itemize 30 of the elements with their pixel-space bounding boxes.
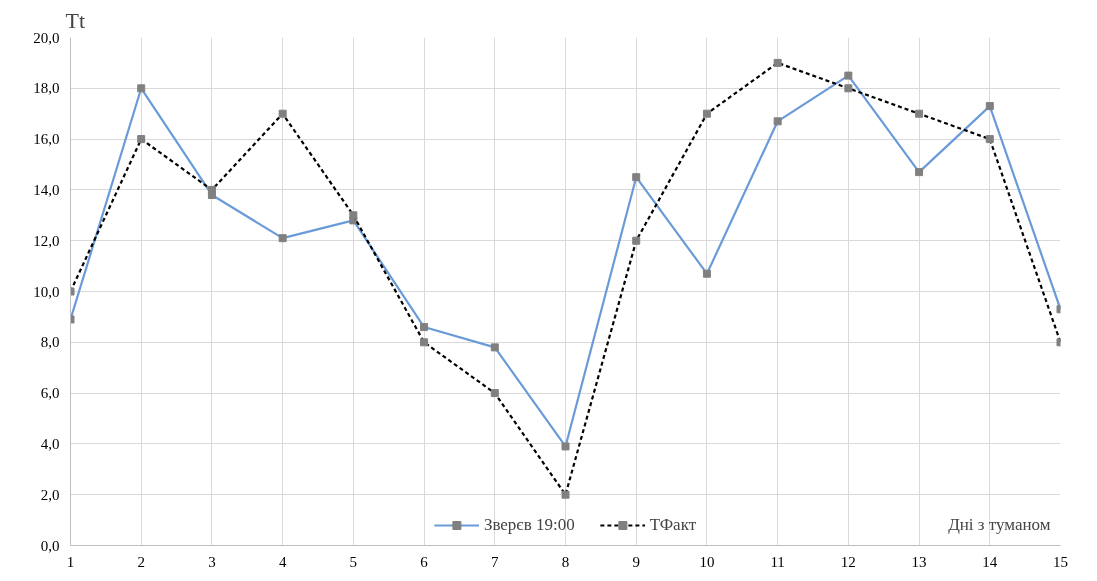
x-tick-label: 15 (1053, 553, 1068, 570)
y-tick-label: 8,0 (40, 334, 60, 351)
x-tick-label: 8 (561, 553, 570, 570)
x-tick-label: 4 (278, 553, 287, 570)
x-tick-label: 1 (66, 553, 75, 570)
y-tick-label: 4,0 (40, 435, 60, 452)
x-tick-label: 13 (911, 553, 927, 570)
y-tick-label: 20,0 (33, 29, 60, 46)
x-tick-label: 12 (840, 553, 856, 570)
x-tick-label: 10 (699, 553, 715, 570)
legend-label: ТФакт (649, 515, 697, 535)
y-tick-label: 16,0 (33, 131, 60, 148)
x-tick-label: 5 (349, 553, 358, 570)
y-axis-title: Tt (65, 7, 86, 33)
legend-label: Зверєв 19:00 (483, 515, 575, 535)
x-tick-label: 9 (632, 553, 640, 570)
y-tick-label: 18,0 (33, 80, 60, 97)
y-tick-label: 2,0 (40, 486, 60, 503)
x-tick-label: 3 (208, 553, 216, 570)
y-tick-label: 10,0 (33, 283, 60, 300)
x-tick-label: 11 (770, 553, 785, 570)
x-tick-label: 7 (491, 553, 500, 570)
x-tick-label: 14 (982, 553, 998, 570)
y-tick-label: 0,0 (40, 537, 60, 554)
y-tick-label: 14,0 (33, 181, 60, 198)
x-axis-title: Дні з туманом (948, 514, 1051, 534)
x-tick-label: 6 (420, 553, 429, 570)
x-tick-label: 2 (137, 553, 145, 570)
y-tick-label: 6,0 (40, 385, 60, 402)
y-tick-label: 12,0 (33, 232, 60, 249)
